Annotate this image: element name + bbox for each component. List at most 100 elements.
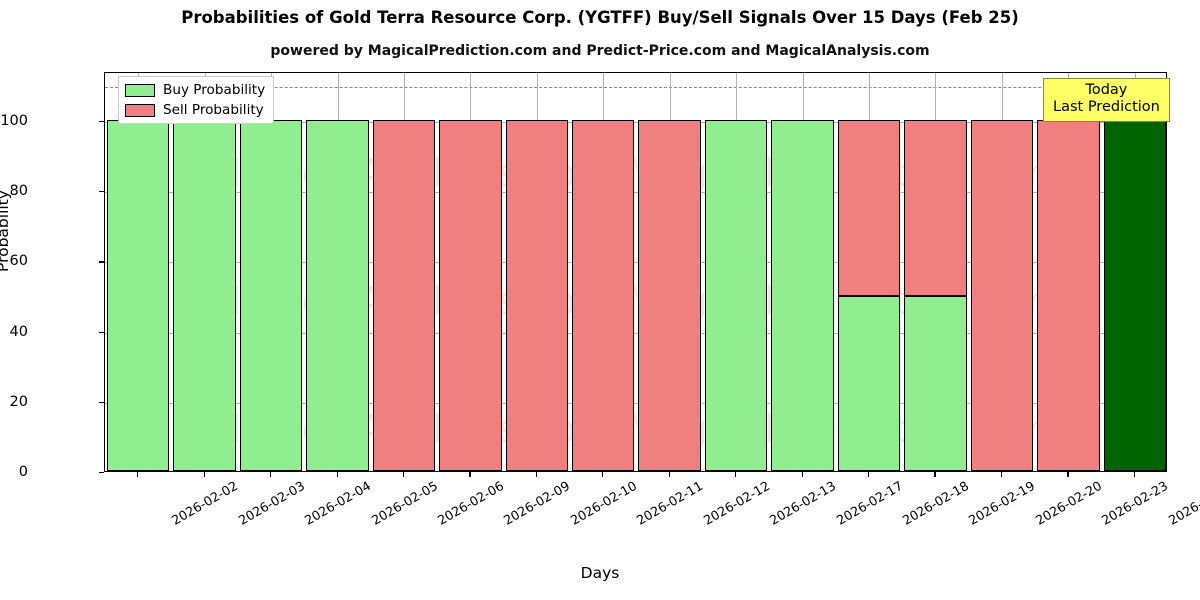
bar-group[interactable]: [306, 73, 369, 471]
today-annotation-line1: Today: [1085, 82, 1128, 98]
chart-title: Probabilities of Gold Terra Resource Cor…: [181, 7, 1019, 27]
bar-segment-sell[interactable]: [372, 120, 436, 471]
y-axis-tick-label: 80: [9, 183, 28, 200]
y-axis-tick-mark: [99, 121, 104, 123]
y-axis-tick-mark: [99, 401, 104, 403]
x-axis-tick-label: 2026-02-11: [634, 478, 706, 528]
chart-legend: Buy Probability Sell Probability: [118, 76, 275, 124]
x-axis-tick-mark: [137, 472, 139, 477]
bar-segment-buy[interactable]: [704, 120, 768, 471]
bar-group[interactable]: [771, 73, 834, 471]
bar-group[interactable]: [837, 73, 901, 471]
x-axis-tick-mark: [469, 472, 471, 477]
chart-subtitle: powered by MagicalPrediction.com and Pre…: [270, 43, 930, 59]
bar-group[interactable]: [638, 73, 701, 471]
y-axis-tick-mark: [99, 472, 104, 474]
x-axis-tick-mark: [336, 472, 338, 477]
x-axis-tick-label: 2026-02-09: [501, 478, 573, 528]
legend-item-sell[interactable]: Sell Probability: [125, 102, 265, 118]
bar-segment-sell[interactable]: [904, 120, 967, 296]
reference-dashed-line: [105, 87, 1166, 89]
y-axis-tick-label: 0: [18, 464, 28, 480]
bar-group[interactable]: [970, 73, 1034, 471]
x-axis-tick-label: 2026-02-20: [1032, 478, 1105, 528]
y-axis-label: Probability: [0, 190, 12, 272]
legend-swatch-sell: [125, 103, 155, 117]
bar-segment-buy[interactable]: [106, 120, 170, 471]
x-axis-tick-mark: [203, 472, 205, 477]
x-axis-tick-mark: [535, 472, 538, 477]
plot-inner: MagicalAnalysis.com MagicalPrediction.co…: [105, 73, 1166, 471]
gridline-horizontal: [105, 402, 1166, 404]
x-axis-tick-mark: [668, 472, 670, 477]
legend-label-sell: Sell Probability: [163, 102, 264, 118]
x-axis-tick-label: 2026-02-02: [169, 478, 241, 528]
y-axis-tick-label: 40: [9, 323, 28, 340]
x-axis-tick-mark: [270, 472, 272, 477]
x-axis-tick-mark: [1133, 472, 1135, 477]
gridline-horizontal: [105, 192, 1166, 194]
x-axis-tick-label: 2026-02-13: [767, 478, 839, 528]
legend-label-buy: Buy Probability: [163, 82, 266, 98]
x-axis-tick-label: 2026-02-12: [700, 478, 772, 528]
gridline-horizontal: [105, 122, 1166, 124]
bar-group[interactable]: [505, 73, 569, 471]
bar-segment-buy[interactable]: [239, 120, 303, 471]
x-axis-tick-label: 2026-02-18: [899, 478, 972, 528]
bar-group[interactable]: [439, 73, 502, 471]
bar-segment-sell[interactable]: [638, 120, 701, 471]
bar-group[interactable]: [372, 73, 436, 471]
legend-swatch-buy: [125, 83, 155, 97]
bar-segment-today[interactable]: [1103, 120, 1166, 471]
bar-segment-sell[interactable]: [970, 120, 1034, 471]
x-axis-tick-mark: [602, 472, 604, 477]
bar-group[interactable]: [1103, 73, 1166, 471]
y-axis-tick-mark: [99, 331, 104, 333]
x-axis-tick-label: 2026-02-24: [1165, 478, 1200, 528]
x-axis-tick-mark: [402, 472, 405, 477]
y-axis-tick-label: 20: [9, 393, 28, 410]
plot-area: MagicalAnalysis.com MagicalPrediction.co…: [104, 72, 1167, 472]
x-axis-label: Days: [580, 564, 620, 582]
x-axis-tick-label: 2026-02-06: [434, 478, 507, 528]
today-annotation: Today Last Prediction: [1043, 78, 1170, 123]
x-axis-tick-label: 2026-02-23: [1099, 478, 1171, 528]
legend-item-buy[interactable]: Buy Probability: [125, 82, 265, 98]
bar-segment-sell[interactable]: [439, 120, 502, 471]
bar-segment-buy[interactable]: [904, 295, 967, 471]
bar-group[interactable]: [173, 73, 236, 471]
y-axis-tick-label: 100: [0, 113, 28, 130]
y-axis-tick-mark: [99, 191, 104, 193]
x-axis-tick-label: 2026-02-19: [966, 478, 1038, 528]
bar-group[interactable]: [704, 73, 768, 471]
bar-segment-sell[interactable]: [837, 120, 901, 296]
bar-segment-sell[interactable]: [1037, 120, 1100, 471]
bar-group[interactable]: [572, 73, 635, 471]
x-axis-tick-mark: [1067, 472, 1069, 477]
bar-segment-buy[interactable]: [771, 120, 834, 471]
bar-group[interactable]: [1037, 73, 1100, 471]
y-axis-tick-mark: [99, 261, 104, 263]
x-axis-tick-mark: [735, 472, 737, 477]
x-axis-tick-label: 2026-02-03: [235, 478, 307, 528]
x-axis-tick-mark: [934, 472, 936, 477]
y-axis-tick-label: 60: [9, 253, 28, 270]
bar-group[interactable]: [904, 73, 967, 471]
today-annotation-line2: Last Prediction: [1053, 99, 1160, 116]
bar-segment-sell[interactable]: [505, 120, 569, 471]
x-axis-tick-label: 2026-02-10: [567, 478, 640, 528]
gridline-horizontal: [105, 262, 1166, 264]
bar-segment-buy[interactable]: [837, 295, 901, 471]
x-axis-tick-label: 2026-02-05: [368, 478, 440, 528]
gridline-horizontal: [105, 332, 1166, 334]
x-axis-tick-mark: [868, 472, 870, 477]
bar-group[interactable]: [106, 73, 170, 471]
bar-segment-buy[interactable]: [306, 120, 369, 471]
bar-segment-buy[interactable]: [173, 120, 236, 471]
x-axis-tick-label: 2026-02-04: [301, 478, 374, 528]
x-axis-tick-mark: [1000, 472, 1003, 477]
bar-segment-sell[interactable]: [572, 120, 635, 471]
x-axis-tick-label: 2026-02-17: [833, 478, 905, 528]
bar-group[interactable]: [239, 73, 303, 471]
